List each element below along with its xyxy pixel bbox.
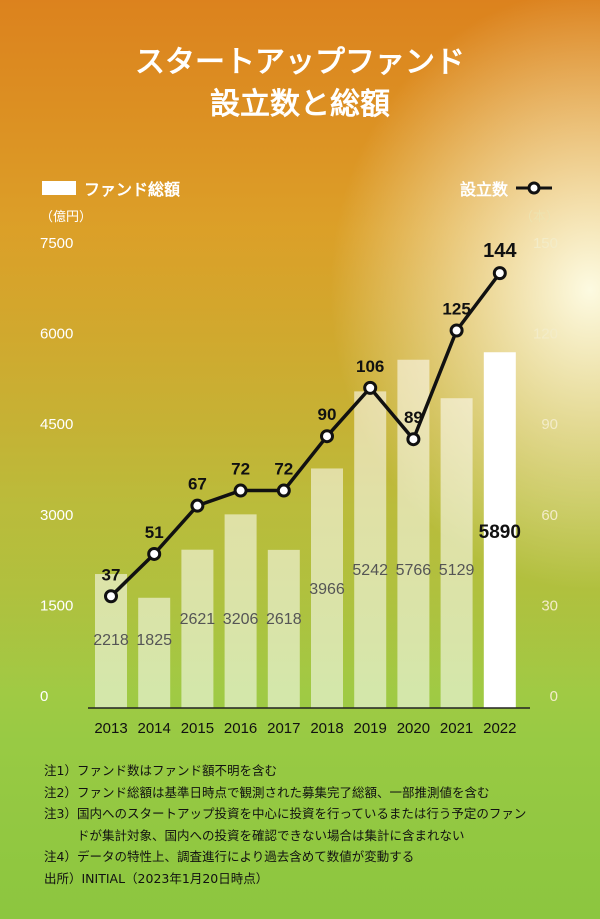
- right-axis-unit: （本）: [520, 210, 560, 225]
- left-axis-unit: （億円）: [40, 210, 93, 225]
- line-value-label: 72: [231, 460, 250, 479]
- legend-bar-swatch: [42, 181, 76, 195]
- left-tick-label: 0: [40, 688, 48, 705]
- bar-value-label: 3206: [223, 611, 259, 628]
- chart-title-line1: スタートアップファンド: [135, 45, 465, 80]
- chart-title-line2: 設立数と総額: [210, 87, 390, 122]
- bar-value-label: 5766: [396, 562, 432, 579]
- bar: [397, 359, 430, 708]
- line-value-label: 90: [318, 405, 337, 424]
- source-note: 出所）INITIAL（2023年1月20日時点）: [44, 870, 269, 886]
- bar-value-label: 2618: [266, 611, 302, 628]
- right-tick-label: 60: [541, 507, 558, 524]
- line-point: [363, 380, 378, 395]
- bar: [267, 549, 300, 708]
- line-value-label: 72: [274, 460, 293, 479]
- bar: [224, 514, 257, 708]
- x-tick-label: 2020: [397, 720, 430, 737]
- x-tick-label: 2014: [138, 720, 171, 737]
- x-tick-label: 2019: [354, 720, 387, 737]
- legend-line: 設立数: [460, 176, 554, 200]
- line-point: [233, 483, 248, 498]
- line-point: [492, 266, 507, 281]
- x-tick-label: 2018: [310, 720, 343, 737]
- bar-value-label: 2621: [180, 611, 216, 628]
- bar: [483, 352, 516, 708]
- note-4: 注4）データの特性上、調査進行により過去含めて数値が変動する: [44, 849, 415, 864]
- x-tick-label: 2017: [267, 720, 300, 737]
- bar-value-label: 3966: [309, 581, 345, 598]
- left-tick-label: 7500: [40, 235, 73, 252]
- legend-line-marker-icon: [516, 181, 553, 195]
- legend-line-label: 設立数: [460, 180, 509, 199]
- bar-value-label: 5242: [352, 562, 388, 579]
- line-point: [320, 429, 334, 444]
- line-point: [190, 498, 205, 513]
- line-value-label: 67: [188, 475, 207, 494]
- line-value-label: 125: [442, 300, 470, 319]
- right-tick-label: 30: [541, 597, 558, 614]
- footnotes: 注1）ファンド数はファンド額不明を含む 注2）ファンド総額は基準日時点で観測され…: [44, 760, 526, 889]
- bar-value-label: 2218: [93, 632, 129, 649]
- legend-bars: ファンド総額: [42, 176, 180, 200]
- line-value-label: 106: [356, 357, 384, 376]
- right-tick-label: 150: [533, 235, 558, 252]
- note-1: 注1）ファンド数はファンド額不明を含む: [44, 763, 277, 778]
- line-value-label: 51: [145, 523, 164, 542]
- bar: [181, 549, 214, 708]
- bar: [354, 391, 387, 708]
- bar-value-label: 1825: [136, 632, 172, 649]
- x-tick-label: 2015: [181, 720, 214, 737]
- note-2: 注2）ファンド総額は基準日時点で観測された募集完了総額、一部推測値を含む: [44, 784, 490, 800]
- line-point: [449, 323, 464, 338]
- line-point: [406, 432, 421, 447]
- bar: [138, 597, 171, 708]
- line-point: [104, 589, 118, 604]
- x-tick-label: 2013: [94, 720, 127, 737]
- x-tick-label: 2016: [224, 720, 257, 737]
- line-point: [276, 483, 291, 498]
- line-point: [147, 546, 162, 561]
- right-tick-label: 90: [541, 416, 558, 433]
- right-tick-label: 120: [533, 326, 558, 343]
- note-3: 注3）国内へのスタートアップ投資を中心に投資を行っているまたは行う予定のファン: [44, 806, 527, 821]
- x-tick-label: 2021: [440, 720, 473, 737]
- line-value-label: 37: [102, 565, 121, 584]
- line-value-label: 89: [404, 408, 423, 427]
- bar: [311, 468, 343, 708]
- bar-value-label: 5129: [439, 562, 475, 579]
- note-3-cont: ドが集計対象、国内への投資を確認できない場合は集計に含まれない: [77, 827, 465, 843]
- x-tick-label: 2022: [483, 720, 516, 737]
- left-tick-label: 6000: [40, 326, 73, 343]
- left-tick-label: 4500: [40, 416, 73, 433]
- left-tick-label: 1500: [40, 597, 73, 614]
- bar: [440, 398, 473, 708]
- left-tick-label: 3000: [40, 507, 73, 524]
- bar-value-label: 5890: [479, 522, 521, 543]
- right-tick-label: 0: [550, 688, 558, 705]
- line-series: [109, 272, 502, 598]
- line-value-label: 144: [483, 240, 517, 262]
- legend-bars-label: ファンド総額: [84, 180, 181, 199]
